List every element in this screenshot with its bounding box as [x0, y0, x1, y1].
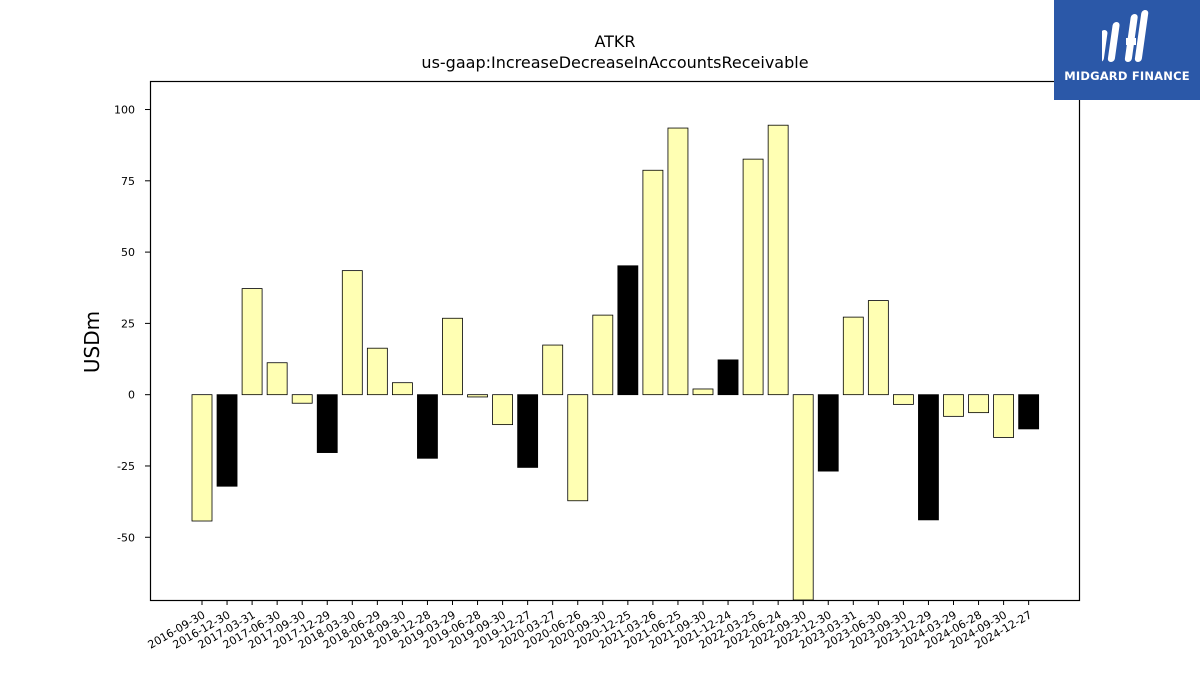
bar-2023-06-30	[867, 300, 889, 396]
bar-2021-12-24	[717, 359, 739, 396]
bar-2019-06-28	[467, 394, 488, 398]
bar-2024-06-28	[968, 394, 989, 414]
y-tick-label: -25	[117, 460, 135, 473]
chart-subtitle: us-gaap:IncreaseDecreaseInAccountsReceiv…	[421, 53, 808, 72]
y-axis: -50 -25 0 25 50 75 100	[114, 104, 150, 544]
bar-2022-03-25	[742, 158, 764, 396]
y-tick-label: 75	[121, 175, 135, 188]
bar-2023-09-30	[893, 394, 914, 405]
bar-2022-06-24	[767, 124, 789, 396]
bar-2024-09-30	[993, 394, 1014, 438]
bar-2018-09-30	[391, 382, 413, 396]
bar-2020-06-26	[567, 394, 589, 502]
bar-2020-09-30	[592, 314, 614, 396]
brand-name: MIDGARD FINANCE	[1064, 69, 1190, 83]
mf-monogram-icon	[1102, 10, 1149, 62]
bar-2023-12-29	[918, 394, 939, 521]
bar-2019-12-27	[517, 394, 539, 468]
chart-title: ATKR	[594, 32, 635, 51]
bar-2021-09-30	[692, 388, 714, 396]
bar-2020-12-25	[617, 265, 639, 396]
bar-2019-03-29	[442, 317, 463, 396]
bar-2016-12-30	[216, 394, 238, 487]
bar-2024-03-29	[943, 394, 964, 417]
bar-2019-09-30	[492, 394, 514, 426]
brand-logo: MIDGARD FINANCE	[1054, 0, 1200, 100]
bar-2022-12-30	[817, 394, 839, 472]
bar-2017-12-29	[316, 394, 338, 453]
bar-2017-06-30	[266, 362, 288, 396]
y-tick-label: 0	[128, 389, 135, 402]
bar-2017-09-30	[291, 394, 313, 404]
y-tick-label: -50	[117, 531, 135, 544]
bar-2024-12-27	[1018, 394, 1040, 430]
bar-2017-03-31	[241, 288, 263, 396]
bar-2023-03-31	[842, 316, 864, 396]
bar-2018-03-30	[341, 270, 363, 396]
bar-2016-09-30	[191, 394, 213, 522]
bar-2021-03-26	[642, 169, 664, 396]
y-tick-label: 100	[114, 104, 135, 117]
bar-2018-12-28	[417, 394, 438, 459]
bar-2022-09-30	[792, 394, 814, 601]
x-axis: 2016-09-302016-12-302017-03-312017-06-30…	[146, 600, 1034, 652]
bar-2018-06-29	[366, 347, 388, 396]
bar-2021-06-25	[667, 127, 689, 396]
plot-frame	[149, 80, 1081, 602]
y-tick-label: 25	[121, 317, 135, 330]
bars-group	[191, 124, 1040, 601]
y-axis-label: USDm	[80, 311, 104, 373]
y-tick-label: 50	[121, 246, 135, 259]
bar-2020-03-27	[542, 344, 564, 396]
